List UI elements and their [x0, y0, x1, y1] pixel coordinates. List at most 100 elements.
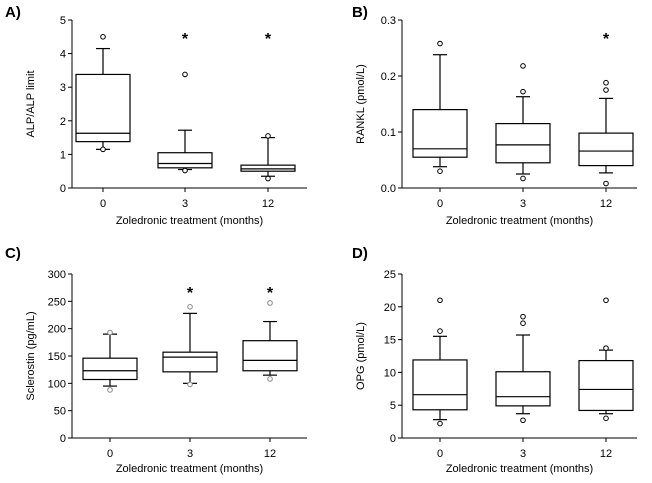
y-tick-label: 10	[384, 367, 396, 379]
x-axis-label: Zoledronic treatment (months)	[446, 215, 593, 227]
significance-star: *	[267, 285, 274, 302]
panel-label: B)	[352, 4, 368, 21]
outlier-point	[437, 420, 443, 427]
outlier-point	[520, 313, 526, 320]
y-tick-label: 0	[60, 183, 66, 195]
x-tick-label: 12	[600, 198, 612, 210]
outlier-point	[437, 297, 443, 304]
box-iqr	[240, 164, 296, 172]
box-iqr	[412, 108, 468, 158]
box-iqr	[578, 132, 634, 167]
outlier-point	[603, 79, 609, 86]
y-axis-label: OPG (pmol/L)	[355, 322, 367, 390]
box-iqr	[75, 73, 131, 143]
x-tick-label: 3	[520, 198, 526, 210]
y-tick-label: 250	[48, 296, 66, 308]
y-tick-label: 4	[60, 49, 66, 61]
panel-c: C) 0 50 100 150 200 250 300 Sclerostin (pg/mL) 0 3…	[5, 245, 307, 475]
panel-label: A)	[5, 4, 21, 21]
x-tick-label: 12	[262, 198, 274, 210]
x-tick-label: 3	[182, 198, 188, 210]
y-tick-label: 5	[60, 15, 66, 27]
outlier-point	[265, 133, 271, 139]
outlier-point	[107, 387, 113, 393]
outlier-point	[265, 175, 271, 182]
x-tick-label: 12	[264, 448, 276, 460]
panel-d: D) 0 5 10 15 20 25 OPG (pmol/L) 0 3 12 Zoledronic t…	[352, 245, 637, 475]
x-tick-label: 0	[437, 198, 443, 210]
box-group-3: *	[157, 31, 213, 174]
y-axis-label: RANKL (pmol/L)	[355, 64, 367, 144]
box-iqr	[162, 351, 218, 373]
box-iqr	[157, 152, 213, 169]
x-tick-label: 3	[520, 448, 526, 460]
outlier-point	[520, 63, 526, 69]
outlier-point	[603, 415, 609, 422]
x-tick-label: 3	[187, 448, 193, 460]
y-tick-label: 1	[60, 149, 66, 161]
outlier-point	[267, 300, 273, 306]
box-group-0	[82, 329, 138, 393]
y-tick-label: 300	[48, 269, 66, 281]
outlier-point	[603, 345, 609, 351]
box-iqr	[82, 357, 138, 381]
outlier-point	[603, 87, 609, 93]
panel-label: D)	[352, 245, 368, 262]
box-iqr	[495, 122, 551, 164]
y-tick-label: 50	[54, 406, 66, 418]
outlier-point	[520, 175, 526, 182]
outlier-point	[437, 40, 443, 47]
box-group-12	[578, 297, 634, 422]
y-tick-label: 20	[384, 302, 396, 314]
y-tick-label: 150	[48, 351, 66, 363]
significance-star: *	[187, 285, 194, 302]
box-group-0	[412, 40, 468, 174]
y-tick-label: 0	[60, 433, 66, 445]
y-tick-label: 3	[60, 82, 66, 94]
y-tick-label: 2	[60, 116, 66, 128]
x-tick-label: 0	[437, 448, 443, 460]
y-axis-label: Sclerostin (pg/mL)	[25, 311, 37, 400]
y-tick-label: 0.2	[381, 71, 396, 83]
box-group-12: *	[240, 31, 296, 182]
box-iqr	[578, 359, 634, 412]
box-iqr	[412, 359, 468, 411]
y-tick-label: 0.0	[381, 183, 396, 195]
outlier-point	[100, 146, 106, 153]
box-group-3	[495, 63, 551, 182]
outlier-point	[437, 328, 443, 334]
box-group-12: *	[242, 285, 298, 382]
box-group-0	[412, 297, 468, 427]
y-tick-label: 100	[48, 378, 66, 390]
x-tick-label: 0	[100, 198, 106, 210]
box-iqr	[242, 340, 298, 372]
outlier-point	[603, 180, 609, 187]
outlier-point	[520, 320, 526, 327]
panel-b: B) 0.0 0.1 0.2 0.3 RANKL (pmol/L) 0 3 12 Zoledron…	[352, 4, 637, 227]
outlier-point	[520, 417, 526, 424]
outlier-point	[267, 376, 273, 382]
significance-star: *	[603, 31, 610, 48]
significance-star: *	[265, 31, 272, 48]
y-tick-label: 0.3	[381, 15, 396, 27]
panel-label: C)	[5, 245, 21, 262]
y-tick-label: 25	[384, 269, 396, 281]
box-group-3	[495, 313, 551, 424]
y-tick-label: 5	[390, 400, 396, 412]
x-tick-label: 0	[107, 448, 113, 460]
box-iqr	[495, 371, 551, 407]
box-group-3: *	[162, 285, 218, 388]
x-axis-label: Zoledronic treatment (months)	[446, 463, 593, 475]
outlier-point	[100, 34, 106, 40]
outlier-point	[182, 167, 188, 174]
outlier-point	[437, 168, 443, 174]
outlier-point	[187, 381, 193, 388]
box-group-12: *	[578, 31, 634, 187]
y-tick-label: 200	[48, 324, 66, 336]
x-axis-label: Zoledronic treatment (months)	[116, 463, 263, 475]
x-tick-label: 12	[600, 448, 612, 460]
y-axis-label: ALP/ALP limit	[25, 70, 37, 137]
x-axis-label: Zoledronic treatment (months)	[116, 215, 263, 227]
